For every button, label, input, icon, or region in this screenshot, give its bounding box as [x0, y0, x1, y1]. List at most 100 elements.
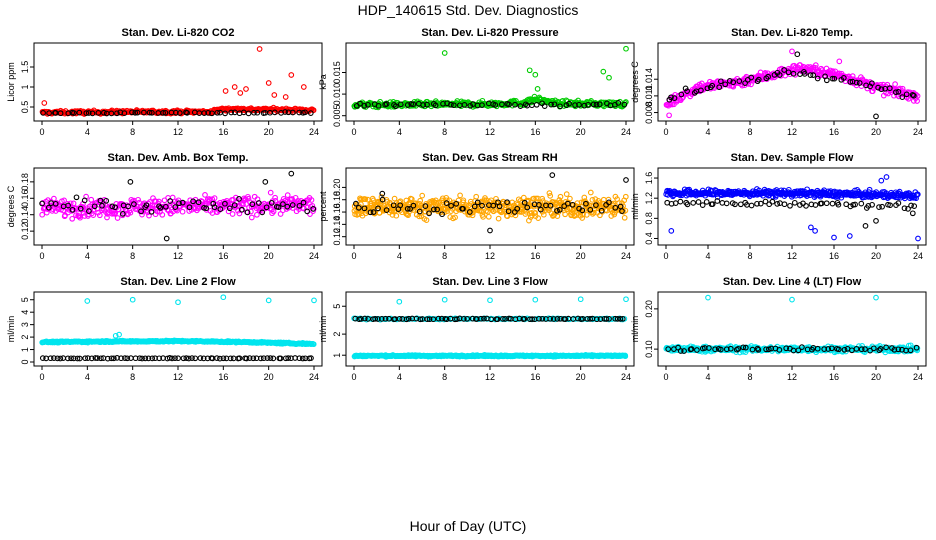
x-tick-label: 24 — [309, 127, 319, 137]
data-point — [97, 197, 104, 204]
data-point — [705, 294, 711, 301]
y-tick-label: 0.20 — [332, 179, 342, 197]
chart-panel-3: Stan. Dev. Li-820 Temp.0 4 8 12 16 20 240.0080… — [630, 27, 927, 137]
data-point — [579, 207, 586, 214]
data-point — [901, 205, 908, 212]
data-point — [405, 212, 411, 219]
data-point — [812, 228, 818, 234]
data-point — [908, 202, 914, 209]
data-point — [812, 62, 819, 68]
data-point — [361, 102, 368, 109]
data-point — [681, 348, 687, 354]
data-point — [138, 208, 144, 215]
data-point — [862, 346, 868, 352]
x-tick-label: 8 — [442, 127, 447, 137]
data-point — [150, 195, 156, 201]
data-point — [159, 211, 166, 218]
data-point — [717, 346, 724, 353]
data-point — [66, 203, 72, 210]
data-point — [443, 200, 450, 206]
data-point — [590, 101, 597, 108]
data-point — [378, 316, 385, 322]
data-point — [514, 201, 521, 208]
chart-title: Stan. Dev. Li-820 Temp. — [731, 27, 853, 39]
data-point — [420, 102, 427, 108]
data-point — [145, 355, 152, 362]
data-point — [913, 344, 920, 351]
data-point — [88, 196, 95, 203]
data-point — [469, 212, 476, 219]
data-point — [205, 198, 212, 205]
y-tick-label: 4 — [20, 310, 30, 315]
data-point — [408, 101, 415, 107]
data-point — [494, 316, 501, 323]
x-tick-label: 8 — [442, 251, 447, 261]
x-tick-label: 8 — [130, 372, 135, 382]
y-axis-label: ml/min — [6, 316, 16, 343]
data-point — [532, 71, 539, 78]
data-point — [260, 355, 267, 362]
data-point — [577, 296, 584, 303]
data-point — [256, 46, 263, 52]
data-point — [426, 210, 432, 217]
data-point — [129, 296, 136, 303]
data-point — [722, 81, 729, 88]
y-axis-label: Licor ppm — [6, 62, 16, 102]
data-point — [587, 189, 594, 196]
plot-frame — [345, 42, 635, 122]
data-point — [915, 235, 921, 242]
data-point — [136, 355, 143, 362]
data-point — [250, 355, 257, 362]
data-point — [873, 294, 879, 301]
data-point — [172, 355, 178, 362]
data-point — [270, 208, 277, 215]
data-point — [112, 332, 119, 339]
x-tick-label: 8 — [130, 251, 135, 261]
data-point — [353, 200, 359, 207]
data-point — [389, 212, 396, 218]
data-point — [876, 204, 882, 210]
data-point — [40, 110, 46, 116]
data-point — [716, 84, 723, 91]
data-point — [550, 316, 557, 322]
data-point — [794, 51, 801, 58]
y-tick-label: 1 — [332, 353, 342, 358]
data-point — [891, 346, 898, 353]
data-point — [176, 200, 182, 207]
data-point — [264, 355, 271, 361]
data-point — [397, 101, 404, 108]
data-point — [95, 110, 102, 116]
data-point — [556, 206, 563, 213]
data-point — [879, 203, 885, 210]
data-point — [172, 204, 179, 210]
data-point — [85, 110, 92, 116]
data-point — [623, 45, 629, 52]
data-point — [229, 211, 236, 217]
x-tick-label: 0 — [351, 127, 356, 137]
data-point — [422, 203, 429, 209]
data-point — [801, 71, 808, 77]
data-point — [847, 203, 854, 210]
y-tick-label: 0.20 — [644, 300, 654, 318]
x-tick-label: 24 — [621, 127, 631, 137]
data-point — [814, 345, 821, 352]
data-point — [73, 194, 80, 201]
x-tick-label: 4 — [85, 372, 90, 382]
data-point — [98, 355, 104, 362]
data-point — [551, 101, 558, 108]
data-point — [823, 200, 830, 207]
data-point — [230, 355, 237, 362]
data-point — [853, 346, 860, 352]
data-point — [84, 298, 91, 304]
data-point — [621, 214, 628, 221]
data-point — [355, 204, 362, 211]
x-tick-label: 20 — [264, 372, 274, 382]
data-point — [214, 355, 220, 361]
data-point — [619, 208, 625, 214]
data-point — [289, 202, 296, 208]
data-point — [254, 211, 260, 218]
data-point — [852, 201, 858, 208]
y-tick-label: 0.14 — [332, 216, 342, 234]
data-point — [156, 203, 162, 210]
